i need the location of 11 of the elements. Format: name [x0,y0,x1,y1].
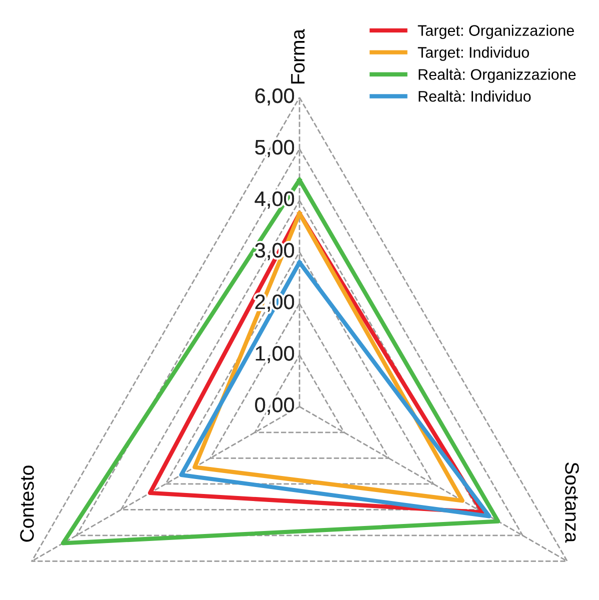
legend-label: Realtà: Organizzazione [418,68,576,83]
spoke-label: Sostanza [565,462,579,543]
spoke-label: Contesto [20,466,34,542]
y-tick-label: 5,00 [255,140,294,158]
y-tick-label: 1,00 [256,346,294,364]
legend-label: Target: Individuo [418,46,529,61]
legend-label: Target: Organizzazione [418,24,574,39]
legend-label: Realtà: Individuo [418,90,531,102]
y-tick-label: 0,00 [255,398,294,415]
spoke-label: Forma [291,28,305,84]
y-tick-label: 6,00 [255,88,294,106]
